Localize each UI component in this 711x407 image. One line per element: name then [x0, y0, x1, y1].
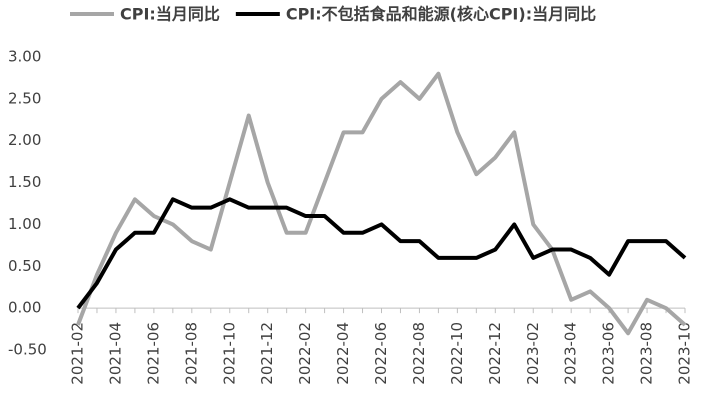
x-tick-label: 2022-10 — [448, 322, 466, 385]
x-tick-label: 2023-06 — [600, 322, 618, 385]
legend-label: CPI:当月同比 — [120, 5, 220, 24]
series-line — [76, 197, 687, 310]
x-tick-label: 2021-12 — [258, 322, 276, 385]
y-tick-label: 0.00 — [8, 299, 41, 317]
x-tick-label: 2022-08 — [410, 322, 428, 385]
x-tick-label: 2021-04 — [106, 322, 124, 385]
x-tick-label: 2023-10 — [676, 322, 694, 385]
y-tick-label: -0.50 — [8, 341, 47, 359]
x-tick-label: 2021-08 — [182, 322, 200, 385]
y-tick-label: 1.00 — [8, 215, 41, 233]
y-tick-label: 0.50 — [8, 257, 41, 275]
x-tick-label: 2023-04 — [562, 322, 580, 385]
x-tick-label: 2022-12 — [486, 322, 504, 385]
x-tick-label: 2022-04 — [334, 322, 352, 385]
y-tick-label: 1.50 — [8, 173, 41, 191]
x-tick-label: 2021-06 — [144, 322, 162, 385]
x-tick-label: 2022-02 — [296, 322, 314, 385]
y-tick-label: 2.00 — [8, 131, 41, 149]
y-tick-label: 3.00 — [8, 48, 41, 66]
x-tick-label: 2022-06 — [372, 322, 390, 385]
x-tick-label: 2021-02 — [69, 322, 87, 385]
y-tick-label: 2.50 — [8, 89, 41, 107]
legend-label: CPI:不包括食品和能源(核心CPI):当月同比 — [286, 5, 596, 24]
x-tick-label: 2023-08 — [638, 322, 656, 385]
x-tick-label: 2023-02 — [524, 322, 542, 385]
legend: CPI:当月同比 CPI:不包括食品和能源(核心CPI):当月同比 — [70, 5, 596, 24]
series-line — [76, 71, 687, 336]
x-tick-label: 2021-10 — [220, 322, 238, 385]
